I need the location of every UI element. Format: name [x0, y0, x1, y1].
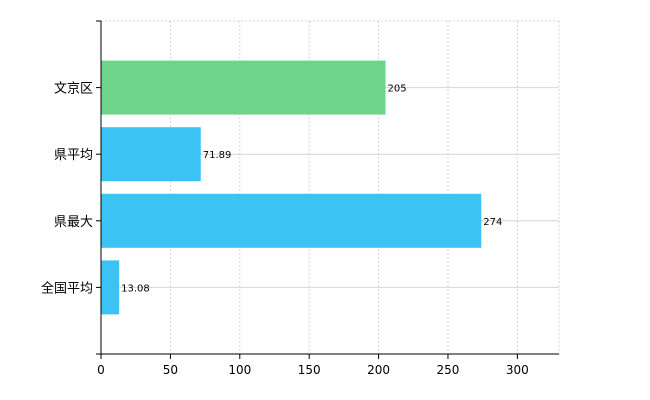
data-label: 274 [483, 217, 502, 228]
axes [96, 20, 559, 359]
bar [101, 60, 386, 115]
x-tick-label: 50 [163, 363, 178, 377]
bar [101, 127, 201, 182]
x-tick-label: 200 [367, 363, 390, 377]
x-tick-label: 300 [506, 363, 529, 377]
data-label: 205 [388, 84, 407, 95]
category-label: 文京区 [54, 82, 93, 97]
category-label: 県最大 [54, 215, 93, 230]
x-tick-label: 150 [298, 363, 321, 377]
x-tick-label: 250 [437, 363, 460, 377]
category-label: 全国平均 [41, 280, 93, 296]
bar [101, 260, 120, 315]
data-label: 13.08 [121, 283, 150, 294]
x-tick-label: 100 [228, 363, 251, 377]
category-label: 県平均 [54, 148, 93, 163]
bars-group [101, 60, 482, 315]
bar [101, 193, 482, 248]
data-label: 71.89 [203, 150, 232, 161]
labels-group: 205 文京区 71.89 県平均 274 県最大 13.08 全国平均 0 50 100 150 20… [41, 82, 529, 377]
x-tick-label: 0 [97, 363, 105, 377]
